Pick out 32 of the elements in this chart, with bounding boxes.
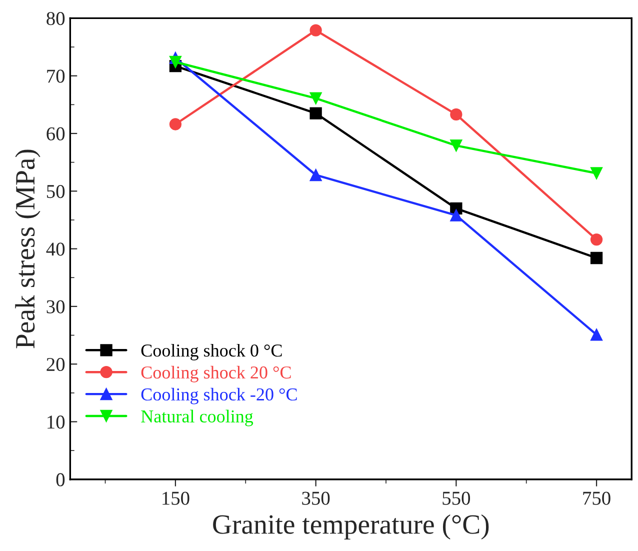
point — [590, 233, 603, 246]
y-tick-label: 40 — [46, 242, 65, 256]
legend-label: Cooling shock 20 °C — [141, 366, 291, 382]
point — [310, 107, 322, 120]
point — [590, 252, 603, 264]
y-tick-label: 20 — [46, 358, 65, 372]
point — [169, 56, 182, 68]
point — [310, 24, 322, 36]
point — [310, 168, 322, 182]
point — [450, 108, 462, 121]
point — [169, 118, 182, 130]
legend-label: Cooling shock -20 °C — [141, 388, 297, 404]
point — [590, 167, 603, 180]
point — [310, 92, 322, 104]
y-tick-label: 70 — [47, 70, 65, 83]
x-tick-label: 550 — [442, 492, 470, 505]
y-tick-label: 60 — [46, 127, 65, 140]
point — [450, 209, 462, 222]
x-tick-label: 750 — [583, 492, 610, 505]
x-axis-title: Granite temperature (°C) — [213, 514, 489, 540]
y-tick-label: 0 — [56, 473, 65, 486]
y-tick-label: 10 — [48, 416, 65, 429]
point — [590, 328, 603, 341]
legend-label: Natural cooling — [141, 410, 254, 426]
x-tick-label: 150 — [162, 492, 190, 505]
x-tick-label: 350 — [302, 492, 330, 505]
y-axis-title: Peak stress (MPa) — [15, 150, 40, 348]
y-tick-label: 50 — [47, 184, 65, 198]
point — [450, 140, 462, 152]
legend-label: Cooling shock 0 °C — [141, 344, 282, 360]
y-tick-label: 80 — [46, 12, 65, 26]
y-tick-label: 30 — [46, 300, 65, 314]
